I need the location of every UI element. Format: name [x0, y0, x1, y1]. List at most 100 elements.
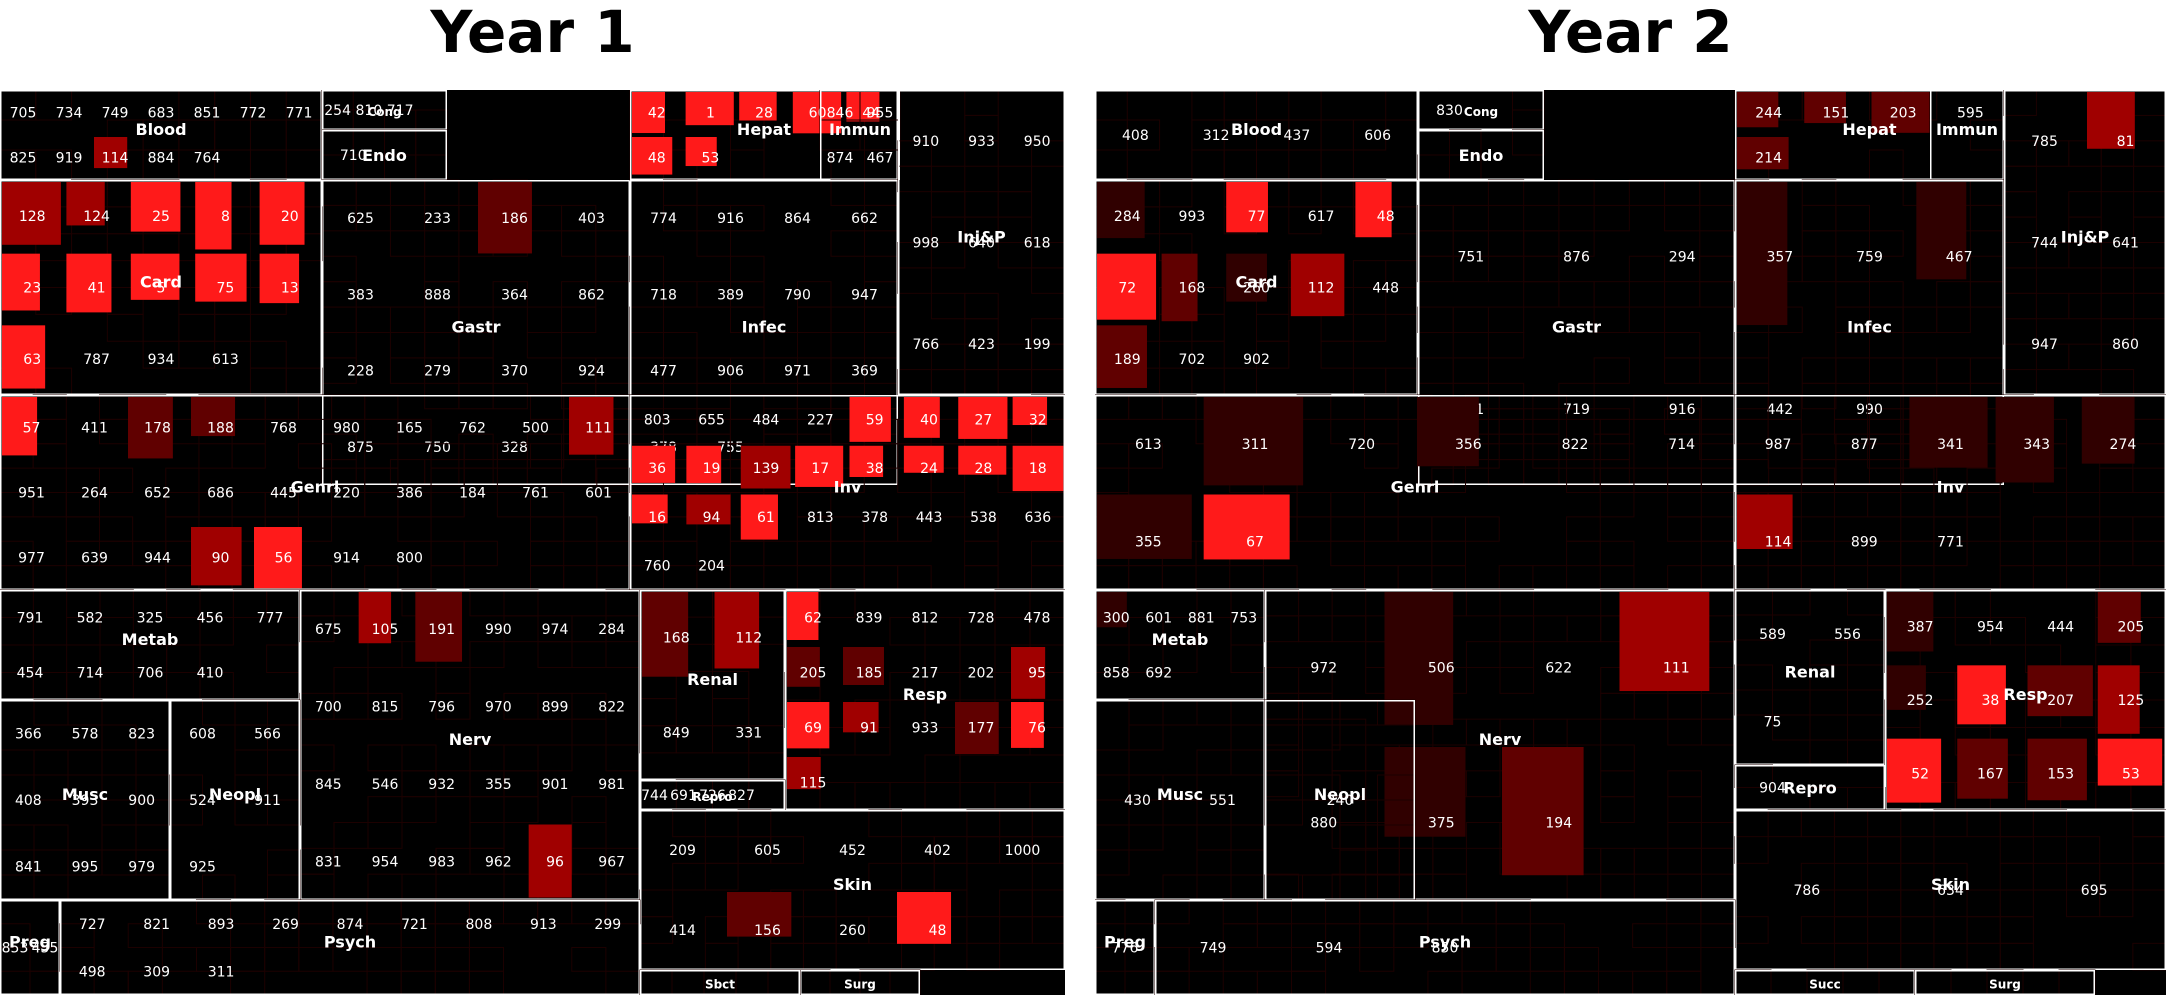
group-label: Inj&P	[2061, 228, 2110, 247]
subcell	[1628, 306, 1666, 333]
cell-label: 454	[17, 666, 44, 682]
cell-label: 167	[1977, 766, 2004, 782]
subcell	[389, 230, 426, 257]
cell-label: 48	[648, 151, 666, 167]
cell-label: 498	[79, 964, 106, 980]
cell-28	[958, 445, 1007, 475]
group-border	[1095, 900, 1155, 995]
subcell	[106, 313, 144, 342]
cell-label: 933	[912, 721, 939, 737]
group-border	[2004, 90, 2166, 395]
group-border	[785, 590, 1065, 810]
subcell	[571, 947, 607, 972]
cell-label: 186	[501, 211, 528, 227]
group-border	[1155, 900, 1735, 995]
subcell	[1128, 824, 1164, 851]
cell-label: 156	[754, 923, 781, 939]
cell-467	[1916, 182, 1967, 280]
group-label: Hepat	[737, 120, 791, 139]
subcell	[1256, 340, 1290, 369]
cell-label: 448	[1372, 281, 1399, 297]
group-label: Immun	[1936, 120, 1998, 139]
cell-label: 776	[1112, 941, 1139, 957]
cell-label: 759	[1856, 249, 1883, 265]
cell-label: 94	[703, 510, 721, 526]
cell-label: 455	[32, 941, 59, 957]
cell-label: 815	[372, 699, 399, 715]
cell-151	[1804, 92, 1846, 124]
subcell	[1352, 313, 1387, 342]
cell-label: 67	[1246, 534, 1264, 550]
subcell	[730, 306, 765, 333]
cell-207	[2027, 665, 2093, 717]
subcell	[503, 796, 539, 824]
cell-48	[632, 137, 673, 175]
cell-label: 279	[424, 364, 451, 380]
cell-125	[2097, 665, 2140, 734]
subcell	[1188, 947, 1224, 972]
cell-label: 524	[189, 793, 216, 809]
cell-1	[685, 92, 734, 126]
cell-label: 751	[1457, 249, 1484, 265]
cell-label: 41	[88, 281, 106, 297]
cell-153	[2027, 738, 2087, 801]
cell-label: 36	[648, 461, 666, 477]
cell-label: 411	[81, 421, 108, 437]
cell-label: 478	[1024, 611, 1051, 627]
subcell	[897, 516, 932, 542]
cell-label: 998	[912, 236, 939, 252]
cell-label: 205	[2118, 620, 2145, 636]
subcell	[1128, 724, 1164, 751]
group-succ: Succ	[1734, 969, 1916, 995]
cell-375	[1384, 747, 1466, 837]
subcell	[389, 357, 426, 384]
group-border	[1095, 180, 1418, 395]
cell-41	[66, 253, 112, 313]
cell-38	[1957, 665, 2006, 725]
subcell	[458, 433, 494, 461]
cell-label: 692	[1145, 666, 1172, 682]
cell-label: 72	[1118, 281, 1136, 297]
subcell	[33, 774, 69, 801]
group-label: Metab	[1152, 630, 1209, 649]
cell-label: 331	[735, 726, 762, 742]
cell-label: 8	[221, 209, 230, 225]
subcell	[2100, 318, 2135, 345]
cell-167	[1957, 738, 2008, 799]
cell-214	[1737, 137, 1789, 170]
cell-356	[1417, 397, 1479, 467]
cell-label: 506	[1428, 661, 1455, 677]
group-border	[630, 90, 898, 180]
cell-label: 899	[1851, 534, 1878, 550]
cell-label: 714	[1668, 437, 1695, 453]
subcell	[1966, 516, 2001, 542]
cell-label: 75	[1764, 714, 1782, 730]
cell-387	[1887, 592, 1934, 652]
cell-label: 874	[827, 151, 854, 167]
cell-label: 812	[912, 611, 939, 627]
cell-label: 467	[1946, 249, 1973, 265]
cell-label: 294	[1669, 249, 1696, 265]
cell-128	[2, 182, 61, 245]
subcell	[663, 332, 698, 359]
cell-label: 5	[157, 281, 166, 297]
cell-311	[1203, 397, 1304, 486]
group-label: Genrl	[291, 478, 340, 497]
cell-label: 625	[347, 211, 374, 227]
group-label: Infec	[742, 318, 787, 337]
subcell	[1302, 774, 1341, 801]
cell-label: 728	[968, 611, 995, 627]
cell-label: 706	[137, 666, 164, 682]
subcell	[1869, 230, 1904, 257]
cell-label: 357	[1766, 249, 1793, 265]
cell-label: 884	[148, 151, 175, 167]
cell-label: 785	[2031, 134, 2058, 150]
subcell	[1363, 443, 1399, 469]
cell-label: 328	[501, 440, 528, 456]
cell-label: 846	[827, 106, 854, 122]
cell-label: 38	[866, 461, 884, 477]
cell-label: 655	[698, 412, 725, 428]
cell-label: 240	[1327, 793, 1354, 809]
group-blood: 408 312 437 606 Blood	[1095, 90, 1419, 181]
